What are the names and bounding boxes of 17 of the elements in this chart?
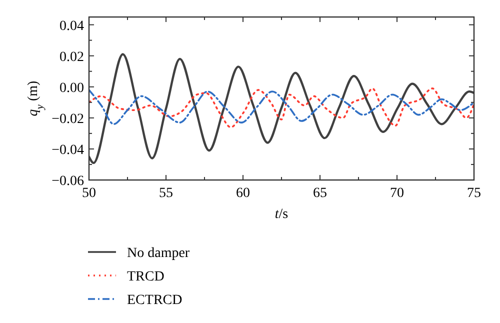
x-tick-label: 70	[390, 186, 404, 201]
line-series	[89, 53, 474, 164]
y-tick-label: 0.04	[60, 18, 84, 34]
legend-label: ECTRCD	[127, 293, 182, 308]
y-tick-label: −0.02	[52, 112, 84, 127]
y-tick-label: −0.04	[52, 142, 84, 158]
x-tick-label: 65	[313, 186, 327, 201]
x-tick-label: 60	[236, 186, 250, 201]
x-tick-label: 55	[159, 186, 173, 201]
x-tick-label: 75	[467, 186, 481, 201]
x-tick-label: 50	[82, 186, 96, 201]
y-tick-label: −0.06	[52, 174, 84, 189]
legend-label: No damper	[127, 246, 190, 261]
y-tick-label: 0.02	[60, 50, 84, 65]
legend-label: TRCD	[127, 270, 164, 284]
y-tick-label: 0.00	[60, 80, 84, 96]
x-axis-title: t/s	[274, 207, 288, 222]
